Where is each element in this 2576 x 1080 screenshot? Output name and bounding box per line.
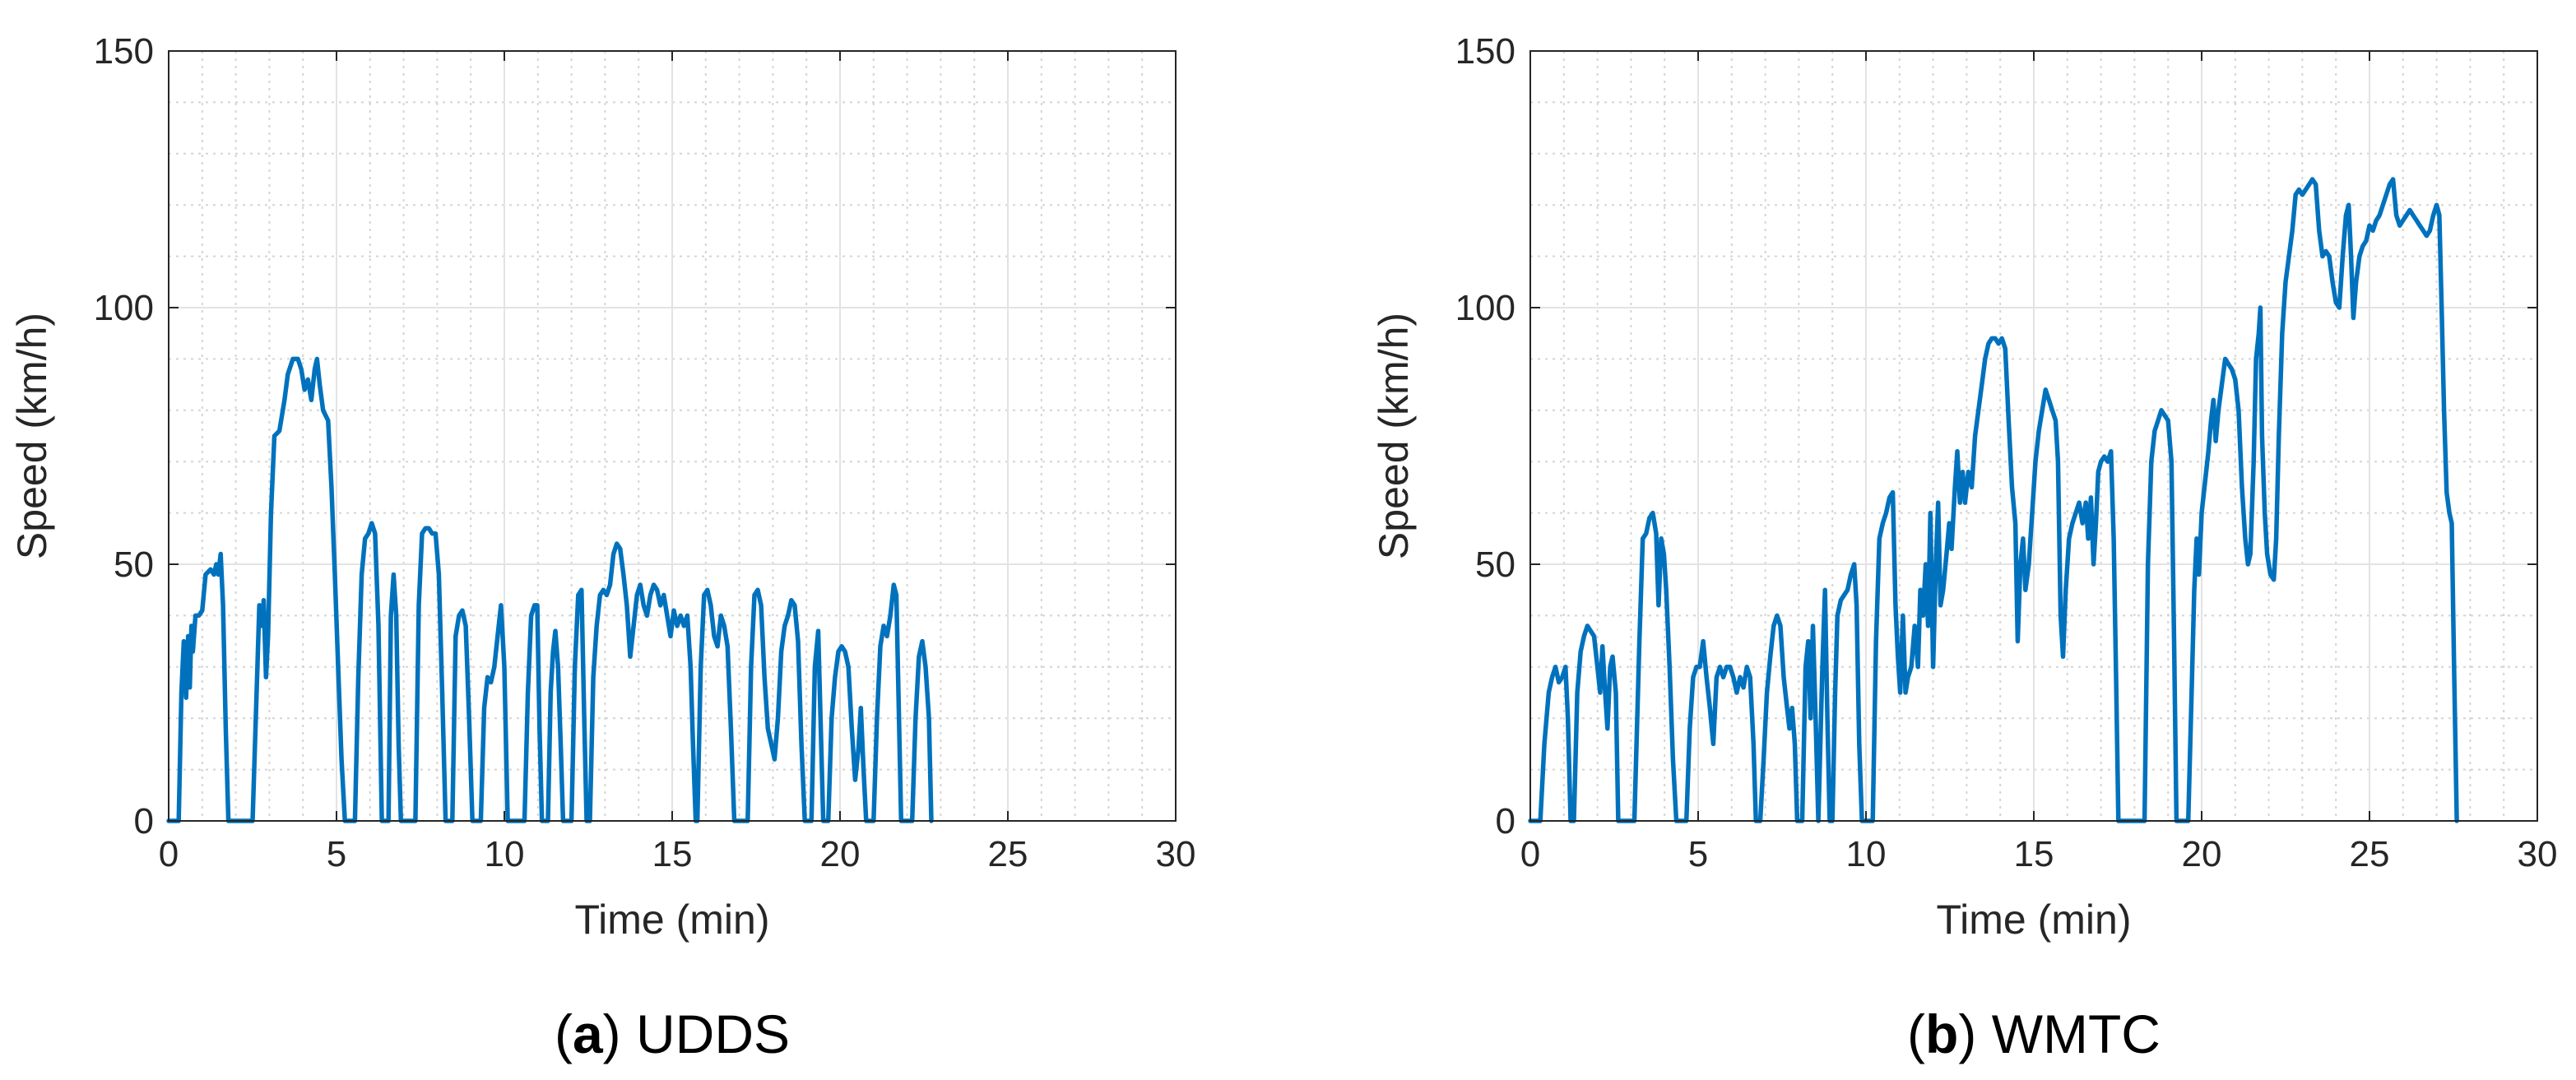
x-tick-label: 25 (988, 834, 1028, 874)
x-tick-label: 30 (1156, 834, 1196, 874)
y-tick-label: 150 (1455, 31, 1515, 72)
x-tick-label: 25 (2350, 834, 2390, 874)
x-axis-label: Time (min) (1936, 897, 2131, 943)
chart-udds: 0 5 10 15 20 25 30 0 50 100 150 Time (min) Speed (km… (9, 31, 1195, 1064)
caption-label: b (1925, 1004, 1958, 1064)
y-axis-label: Speed (km/h) (9, 313, 55, 559)
x-axis-label: Time (min) (574, 897, 769, 943)
y-tick-label: 100 (1455, 288, 1515, 328)
x-tick-label: 10 (485, 834, 525, 874)
x-tick-label: 0 (159, 834, 179, 874)
x-tick-label: 30 (2518, 834, 2558, 874)
subfigure-caption: (a) UDDS (555, 1004, 790, 1064)
caption-label: a (573, 1004, 604, 1064)
subfigure-caption: (b) WMTC (1907, 1004, 2161, 1064)
chart-wmtc: 0 5 10 15 20 25 30 0 50 100 150 Time (min) Speed (km… (1371, 31, 2557, 1064)
x-tick-label: 15 (2014, 834, 2054, 874)
x-tick-label: 20 (2182, 834, 2222, 874)
y-tick-label: 50 (114, 545, 154, 585)
speed-series-line (1528, 177, 2459, 823)
x-tick-label: 5 (327, 834, 346, 874)
y-tick-label: 100 (94, 288, 154, 328)
x-tick-label: 5 (1688, 834, 1708, 874)
x-tick-label: 15 (652, 834, 693, 874)
caption-text: UDDS (636, 1004, 790, 1064)
x-tick-label: 20 (820, 834, 861, 874)
y-tick-label: 150 (94, 31, 154, 72)
x-tick-label: 0 (1520, 834, 1540, 874)
y-tick-label: 0 (1496, 801, 1515, 841)
y-axis-label: Speed (km/h) (1371, 313, 1417, 559)
y-tick-label: 0 (134, 801, 154, 841)
x-tick-label: 10 (1846, 834, 1887, 874)
y-tick-label: 50 (1475, 545, 1515, 585)
caption-text: WMTC (1992, 1004, 2161, 1064)
